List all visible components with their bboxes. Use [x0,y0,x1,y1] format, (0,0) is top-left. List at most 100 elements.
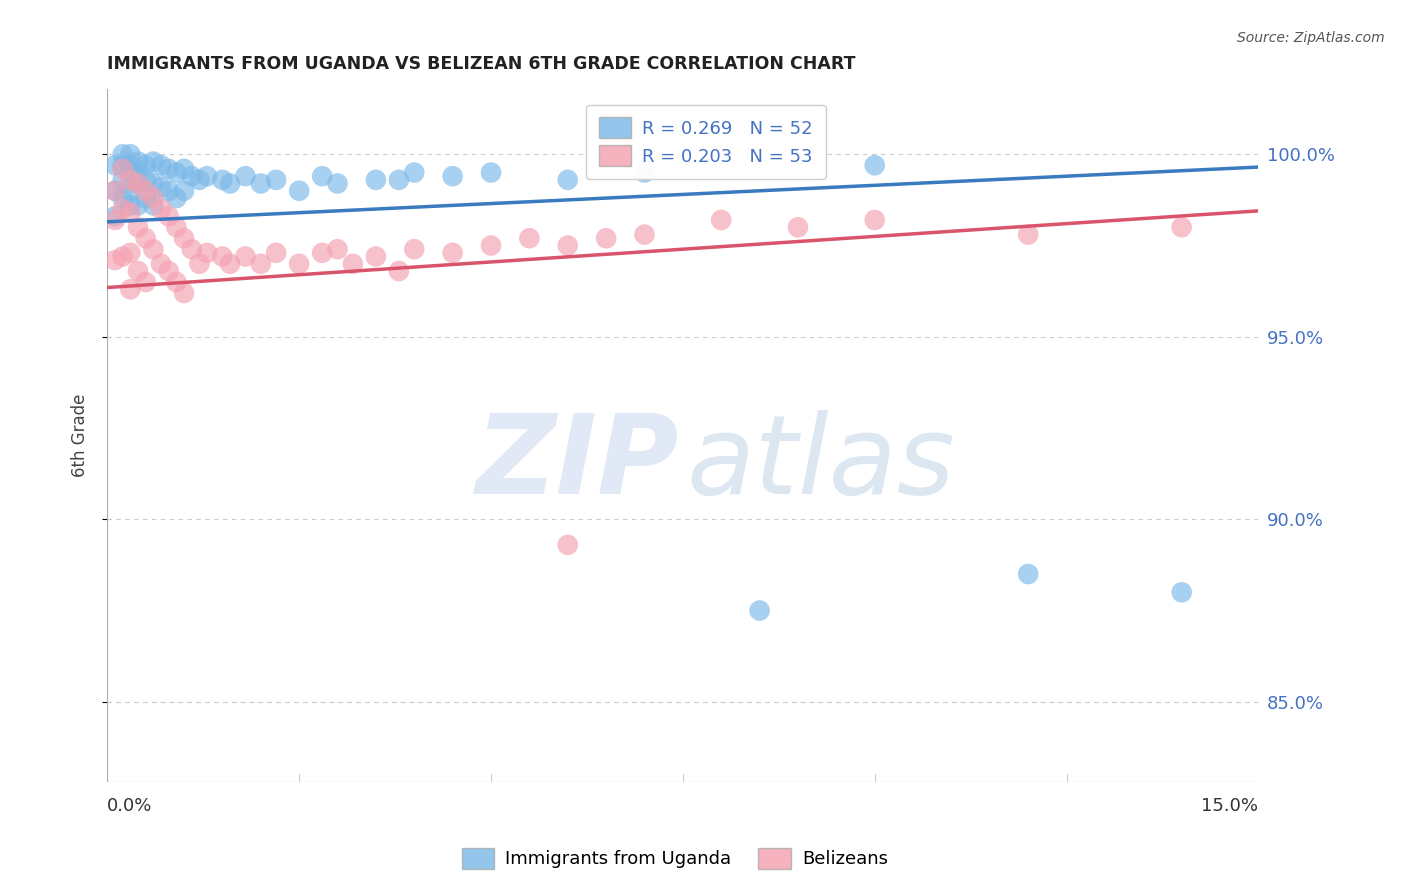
Point [111,250,134,264]
Point [157,210,180,224]
Point [479,165,502,179]
Point [195,169,218,184]
Point [173,161,195,176]
Point [311,245,333,260]
Point [173,184,195,198]
Text: 15.0%: 15.0% [1201,797,1258,814]
Point [863,213,886,227]
Point [150,180,173,194]
Point [104,213,127,227]
Point [1017,227,1039,242]
Point [142,198,165,212]
Point [173,231,195,245]
Point [633,227,655,242]
Point [710,213,733,227]
Point [1170,220,1192,235]
Y-axis label: 6th Grade: 6th Grade [72,393,89,477]
Point [519,231,541,245]
Text: IMMIGRANTS FROM UGANDA VS BELIZEAN 6TH GRADE CORRELATION CHART: IMMIGRANTS FROM UGANDA VS BELIZEAN 6TH G… [107,55,856,73]
Point [557,173,579,187]
Point [264,245,287,260]
Point [364,173,387,187]
Point [120,198,142,212]
Legend: R = 0.269   N = 52, R = 0.203   N = 53: R = 0.269 N = 52, R = 0.203 N = 53 [586,104,825,178]
Point [127,220,149,235]
Point [104,184,127,198]
Point [104,158,127,172]
Text: atlas: atlas [686,409,955,516]
Point [173,285,195,300]
Point [235,169,257,184]
Point [188,173,211,187]
Point [127,154,149,169]
Point [165,165,187,179]
Point [104,210,127,224]
Point [135,158,157,172]
Point [288,257,311,271]
Point [557,538,579,552]
Point [180,242,202,256]
Point [150,158,173,172]
Point [633,165,655,179]
Point [219,177,242,191]
Text: ZIP: ZIP [475,409,679,516]
Point [342,257,364,271]
Point [120,282,142,296]
Point [111,161,134,176]
Point [211,173,233,187]
Point [104,184,127,198]
Point [111,158,134,172]
Point [111,173,134,187]
Point [388,264,411,278]
Point [249,257,271,271]
Point [557,238,579,252]
Point [479,238,502,252]
Point [195,245,218,260]
Point [219,257,242,271]
Point [127,177,149,191]
Point [142,191,165,205]
Point [211,250,233,264]
Point [104,253,127,268]
Point [120,245,142,260]
Point [1170,585,1192,599]
Point [165,275,187,289]
Legend: Immigrants from Uganda, Belizeans: Immigrants from Uganda, Belizeans [454,840,896,876]
Point [120,147,142,161]
Point [135,275,157,289]
Point [249,177,271,191]
Point [111,202,134,216]
Point [111,191,134,205]
Point [787,220,810,235]
Point [111,147,134,161]
Point [127,165,149,179]
Point [364,250,387,264]
Point [388,173,411,187]
Point [135,231,157,245]
Point [120,173,142,187]
Point [127,198,149,212]
Point [150,257,173,271]
Point [288,184,311,198]
Point [264,173,287,187]
Text: 0.0%: 0.0% [107,797,153,814]
Point [180,169,202,184]
Point [863,158,886,172]
Point [135,173,157,187]
Point [135,184,157,198]
Point [120,165,142,179]
Point [142,154,165,169]
Point [188,257,211,271]
Point [404,242,426,256]
Point [150,202,173,216]
Point [404,165,426,179]
Point [157,184,180,198]
Point [142,242,165,256]
Point [595,231,617,245]
Point [326,242,349,256]
Point [441,169,464,184]
Point [165,220,187,235]
Point [311,169,333,184]
Point [120,158,142,172]
Point [142,177,165,191]
